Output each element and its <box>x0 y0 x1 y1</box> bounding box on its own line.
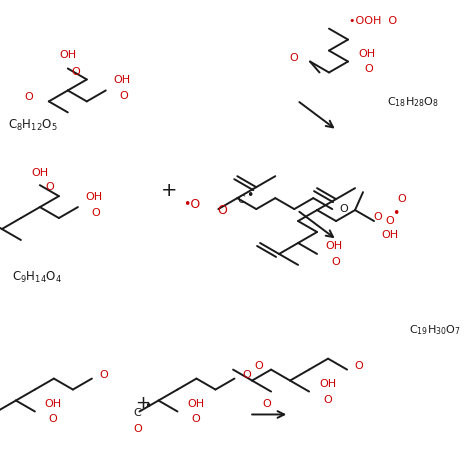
Text: O: O <box>120 91 128 101</box>
Text: OH: OH <box>358 48 375 59</box>
Text: OH: OH <box>59 50 76 60</box>
Text: O: O <box>340 204 348 214</box>
Text: O: O <box>263 399 272 409</box>
Text: O: O <box>46 182 54 192</box>
Text: OH: OH <box>45 399 62 409</box>
Text: O: O <box>100 370 108 380</box>
Text: O: O <box>374 212 383 222</box>
Text: O: O <box>331 257 340 267</box>
Text: C$_{18}$H$_{28}$O$_8$: C$_{18}$H$_{28}$O$_8$ <box>387 95 439 109</box>
Text: O: O <box>133 424 142 435</box>
Text: OH: OH <box>114 75 131 85</box>
Text: O: O <box>364 64 373 74</box>
Text: O: O <box>289 53 298 63</box>
Text: O: O <box>92 208 100 218</box>
Text: •: • <box>392 207 400 219</box>
Text: OH: OH <box>382 230 399 240</box>
Text: O: O <box>255 361 264 371</box>
Text: •: • <box>246 189 254 201</box>
Text: O: O <box>191 414 200 424</box>
Text: O: O <box>386 216 394 226</box>
Text: •: • <box>144 400 151 413</box>
Text: •OOH  O: •OOH O <box>349 16 397 26</box>
Text: O: O <box>398 194 406 204</box>
Text: •O: •O <box>183 198 201 210</box>
Text: C$_{19}$H$_{30}$O$_7$: C$_{19}$H$_{30}$O$_7$ <box>409 323 461 337</box>
Text: O: O <box>218 203 227 217</box>
Text: +: + <box>161 181 178 200</box>
Text: O: O <box>355 361 364 371</box>
Text: C$_9$H$_{14}$O$_4$: C$_9$H$_{14}$O$_4$ <box>12 270 62 285</box>
Text: +: + <box>135 393 150 411</box>
Text: O: O <box>72 67 80 77</box>
Text: C: C <box>134 409 141 419</box>
Text: OH: OH <box>86 192 103 202</box>
Text: OH: OH <box>187 399 205 409</box>
Text: C$_8$H$_{12}$O$_5$: C$_8$H$_{12}$O$_5$ <box>8 118 57 133</box>
Text: O: O <box>323 394 332 404</box>
Text: C: C <box>237 195 245 205</box>
Text: O: O <box>24 92 33 102</box>
Text: OH: OH <box>325 241 342 251</box>
Text: OH: OH <box>31 168 48 178</box>
Text: OH: OH <box>319 379 336 389</box>
Text: O: O <box>49 414 58 424</box>
Text: O: O <box>242 370 251 380</box>
